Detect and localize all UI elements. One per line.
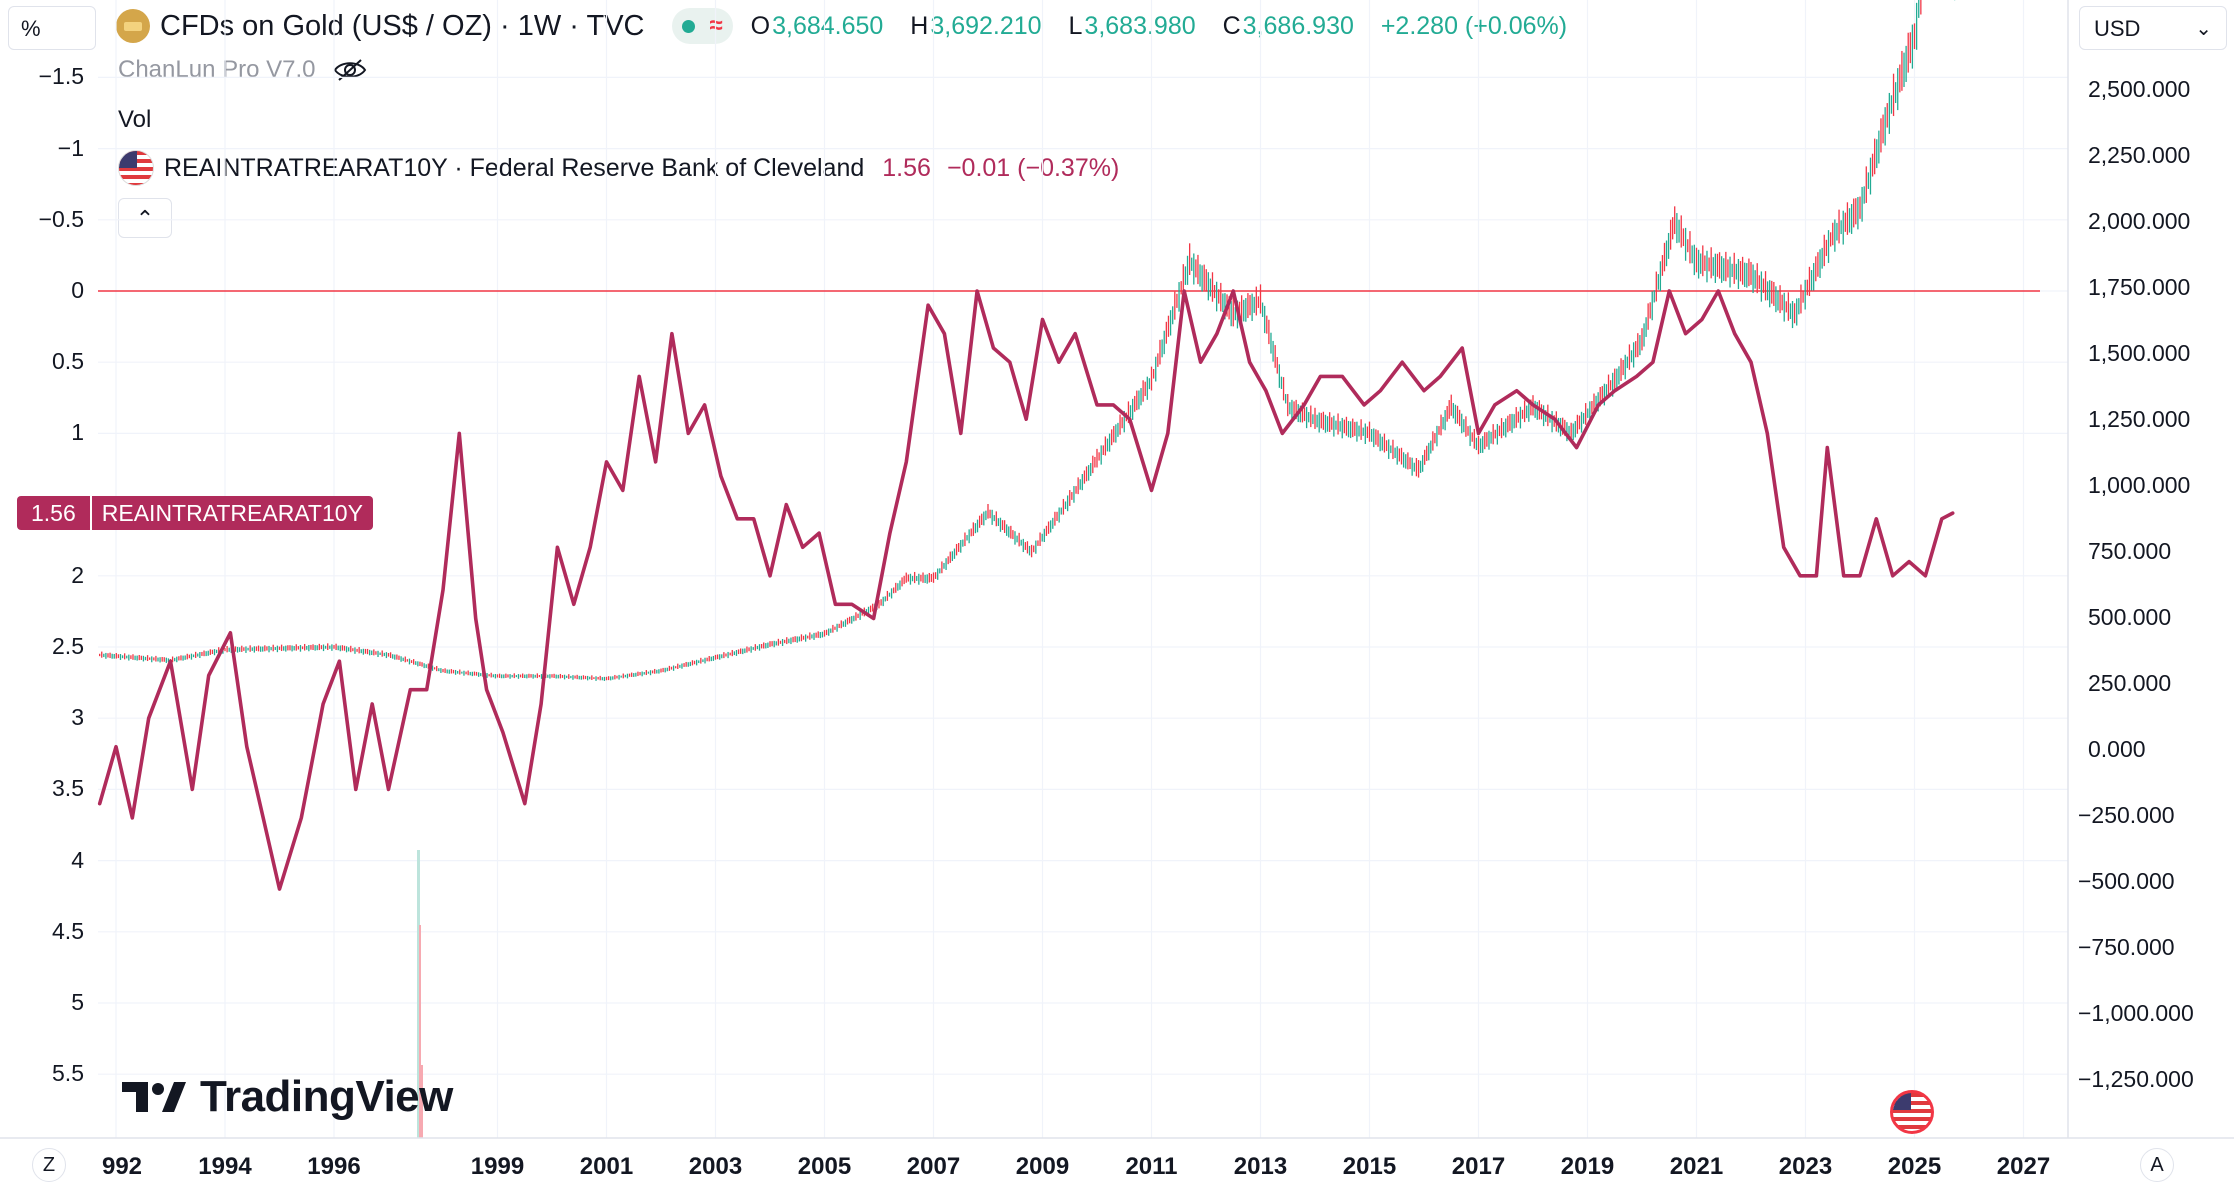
- left-axis-tick: 4.5: [52, 917, 84, 944]
- right-axis-tick: 2,250.000: [2088, 142, 2191, 168]
- left-axis-tick: 4: [71, 846, 84, 873]
- right-axis-tick: −1,000.000: [2078, 1000, 2194, 1026]
- chevron-up-icon: ⌃: [135, 206, 155, 231]
- open-value: 3,684.650: [772, 11, 884, 40]
- currency-selector[interactable]: USD ⌄: [2079, 6, 2227, 50]
- right-axis-tick: 250.000: [2088, 670, 2172, 696]
- real-rate-series: [97, 289, 1955, 891]
- tradingview-wordmark: TradingView: [200, 1072, 453, 1121]
- time-axis-tick: 2025: [1887, 1153, 1942, 1180]
- left-scale-unit-label: %: [21, 16, 41, 41]
- currency-label: USD: [2094, 16, 2141, 41]
- left-axis-tick: 2.5: [52, 633, 84, 659]
- left-axis-tick: 5: [71, 989, 84, 1015]
- close-value: 3,686.930: [1242, 11, 1354, 40]
- right-axis-tick: 2,000.000: [2088, 208, 2191, 234]
- gold-bar-icon: [116, 9, 150, 43]
- right-axis-tick: 1,750.000: [2088, 274, 2191, 300]
- time-axis-tick: 2017: [1451, 1153, 1506, 1180]
- change-value: +2.280 (+0.06%): [1380, 11, 1568, 40]
- ohlc-values: O3,684.650 H3,692.210 L3,683.980 C3,686.…: [750, 11, 1568, 40]
- left-axis-tick: 1: [71, 419, 84, 446]
- time-axis-tick: 992: [101, 1153, 143, 1180]
- collapse-legend-button[interactable]: ⌃: [118, 198, 172, 238]
- time-axis-tick: 2007: [906, 1153, 961, 1180]
- high-value: 3,692.210: [930, 11, 1042, 40]
- left-axis-tick: 0: [71, 277, 84, 303]
- time-axis-tick: 1999: [470, 1153, 525, 1180]
- time-axis-tick: 2019: [1560, 1153, 1615, 1180]
- right-axis-tick: 1,500.000: [2088, 340, 2191, 366]
- time-axis-tick: 2001: [579, 1153, 634, 1180]
- time-axis-tick: 2013: [1233, 1153, 1288, 1180]
- left-axis-tick: −1: [57, 134, 84, 161]
- grid-lines: [98, 0, 2068, 1138]
- right-axis-tick: 1,250.000: [2088, 406, 2191, 432]
- auto-scale-button[interactable]: A: [2140, 1148, 2174, 1182]
- left-axis-tick: 3: [71, 704, 84, 731]
- time-axis-tick: 2009: [1015, 1153, 1070, 1180]
- us-event-flag-icon[interactable]: [1890, 1090, 1934, 1134]
- gold-price-series: [99, 0, 1956, 681]
- right-axis-tick: 1,000.000: [2088, 472, 2191, 498]
- left-axis-tick: 5.5: [52, 1060, 84, 1087]
- real-rate-name: REAINTRATREARAT10Y · Federal Reserve Ban…: [164, 153, 865, 182]
- right-axis-tick: 2,500.000: [2088, 76, 2191, 102]
- time-axis-tick: 2011: [1125, 1153, 1178, 1180]
- us-flag-icon: [118, 150, 154, 186]
- time-axis-tick: 2003: [688, 1153, 743, 1180]
- time-axis-tick: 2027: [1996, 1153, 2051, 1180]
- right-axis-tick: 750.000: [2088, 538, 2172, 564]
- real-rate-axis-label: 1.56 REAINTRATREARAT10Y: [17, 496, 373, 530]
- right-axis-tick: −1,250.000: [2078, 1066, 2194, 1092]
- volume-bar: [417, 850, 420, 1138]
- tradingview-mark-icon: [122, 1082, 186, 1112]
- left-axis-tick: 2: [71, 561, 84, 588]
- indicator-real-rate[interactable]: REAINTRATREARAT10Y · Federal Reserve Ban…: [118, 150, 1119, 186]
- right-axis-tick: 0.000: [2088, 736, 2146, 762]
- left-axis-tick: −0.5: [38, 205, 84, 232]
- market-open-dot-icon: [682, 19, 696, 33]
- volume-bar: [421, 1065, 423, 1138]
- low-value: 3,683.980: [1084, 11, 1196, 40]
- real-rate-value: 1.56: [882, 153, 931, 182]
- indicator-chanlun-label: ChanLun Pro V7.0: [118, 56, 316, 83]
- left-axis-tick: 3.5: [52, 775, 84, 802]
- real-rate-axis-value: 1.56: [17, 496, 90, 530]
- indicator-vol-label: Vol: [118, 106, 152, 133]
- symbol-title: CFDs on Gold (US$ / OZ) · 1W · TVC: [160, 9, 645, 42]
- real-rate-axis-name: REAINTRATREARAT10Y: [91, 496, 373, 530]
- left-axis-tick: −1.5: [38, 63, 84, 90]
- chevron-down-icon: ⌄: [2195, 18, 2212, 40]
- time-axis-tick: 2005: [797, 1153, 852, 1180]
- volume-bars: [417, 850, 423, 1138]
- real-rate-change: −0.01 (−0.37%): [946, 153, 1120, 182]
- right-axis-tick: 500.000: [2088, 604, 2172, 630]
- time-axis-tick: 2015: [1342, 1153, 1397, 1180]
- time-axis-tick: 2023: [1778, 1153, 1833, 1180]
- left-axis-tick: 0.5: [52, 348, 84, 375]
- left-scale-unit-button[interactable]: %: [8, 6, 96, 50]
- right-axis-tick: −250.000: [2078, 802, 2175, 828]
- real-rate-line: [97, 289, 1955, 891]
- right-axis-tick: −500.000: [2078, 868, 2175, 894]
- time-axis-tick: 2021: [1669, 1153, 1724, 1180]
- zoom-reset-button[interactable]: Z: [32, 1148, 66, 1182]
- time-axis-tick: 1996: [307, 1153, 361, 1180]
- tradingview-logo: TradingView: [122, 1072, 453, 1122]
- indicator-vol[interactable]: Vol: [118, 106, 151, 134]
- time-axis-tick: 1994: [198, 1153, 252, 1180]
- indicator-chanlun[interactable]: ChanLun Pro V7.0: [118, 56, 367, 84]
- symbol-legend[interactable]: CFDs on Gold (US$ / OZ) · 1W · TVC ≈ O3,…: [116, 8, 1567, 44]
- volume-bar: [419, 925, 421, 1138]
- eye-hidden-icon[interactable]: [333, 58, 367, 82]
- right-axis-tick: −750.000: [2078, 934, 2175, 960]
